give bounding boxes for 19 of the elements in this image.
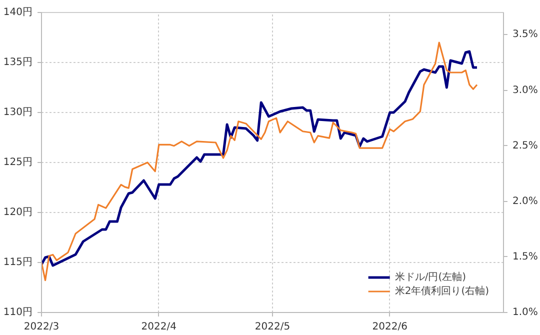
x-tick-label: 2022/4 (141, 322, 176, 332)
y-tick-label: 135円 (3, 57, 33, 68)
y-tick-label: 140円 (3, 7, 33, 18)
y2-tick-label: 2.0% (512, 196, 538, 207)
y-tick-label: 110円 (3, 307, 33, 318)
y-tick-label: 120円 (3, 207, 33, 218)
y2-tick-label: 2.5% (512, 140, 538, 152)
x-tick-label: 2022/5 (254, 322, 290, 332)
x-tick-label: 2022/6 (372, 322, 408, 332)
y2-tick-label: 1.0% (512, 307, 538, 318)
y-tick-label: 130円 (3, 107, 33, 118)
y2-tick-label: 1.5% (512, 251, 538, 262)
y-tick-label: 115円 (3, 257, 33, 268)
x-tick-label: 2022/3 (24, 322, 60, 332)
legend-label: 米ドル/円(左軸) (394, 270, 466, 284)
y2-tick-label: 3.0% (512, 84, 538, 96)
y-tick-label: 125円 (3, 157, 33, 168)
y2-tick-label: 3.5% (512, 29, 538, 40)
legend-label: 米2年債利回り(右軸) (394, 284, 489, 298)
